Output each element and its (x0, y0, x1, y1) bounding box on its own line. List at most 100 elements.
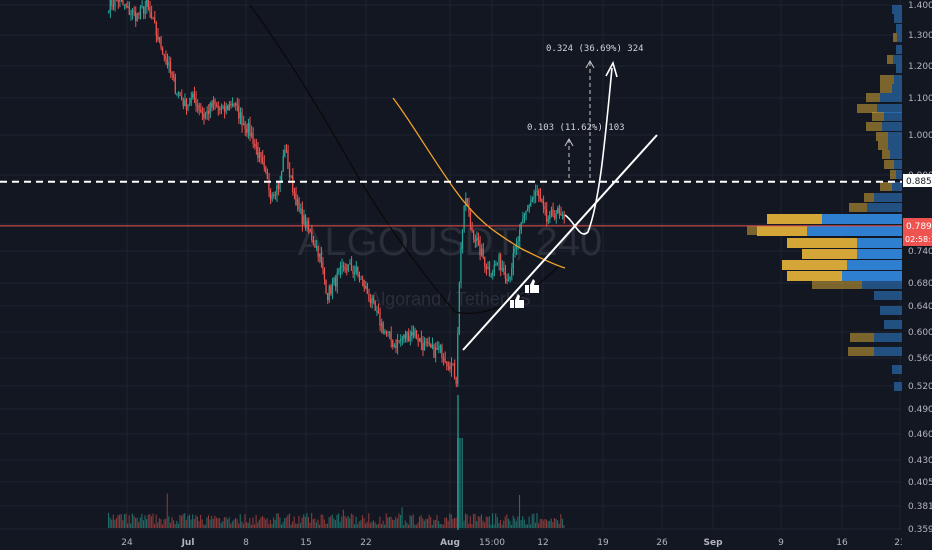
candle-body (174, 77, 176, 94)
volume-bar (269, 519, 271, 528)
candle-body (187, 104, 189, 110)
vp-bar-down (872, 112, 884, 121)
candle-body (207, 110, 210, 114)
volume-bar (193, 519, 195, 528)
candle-body (528, 205, 530, 209)
y-tick-label: 0.520 (908, 382, 932, 392)
candle-body (331, 283, 333, 294)
vp-bar-up (892, 5, 902, 14)
candle-body (155, 23, 157, 36)
candle-body (249, 122, 251, 136)
volume-bar (169, 522, 171, 528)
vp-value-area-up (842, 271, 902, 281)
volume-bar (123, 514, 125, 528)
volume-bar (392, 519, 394, 528)
volume-bar (274, 519, 276, 528)
volume-bar (149, 514, 151, 528)
candle-body (506, 278, 508, 282)
candle-body (268, 178, 270, 191)
volume-bar (184, 513, 186, 528)
candle-body (222, 106, 224, 109)
candle-body (250, 132, 252, 136)
volume-bar (271, 524, 273, 528)
vp-bar-up (862, 280, 902, 289)
vp-bar-down (880, 75, 894, 84)
volume-bar (550, 518, 552, 528)
volume-bar (119, 514, 121, 528)
vp-bar-up (884, 320, 902, 329)
volume-bar (171, 517, 173, 528)
volume-bar (346, 517, 348, 528)
candle-body (445, 361, 448, 364)
candle-body (555, 213, 557, 219)
candle-body (269, 190, 271, 200)
candle-body (498, 254, 500, 264)
volume-bar (206, 517, 208, 528)
vp-bar-up (882, 122, 902, 131)
vp-bar-up (893, 55, 902, 64)
volume-bar (458, 438, 460, 528)
volume-bar (379, 516, 381, 528)
candle-body (111, 0, 113, 7)
candle-body (433, 345, 435, 358)
vp-bar-up (888, 141, 902, 150)
candle-body (330, 286, 332, 294)
candle-body (347, 264, 349, 270)
candle-body (344, 266, 346, 270)
vp-value-area-up (807, 226, 902, 236)
candle-body (533, 196, 535, 200)
candle-body (476, 237, 478, 242)
volume-bar (557, 520, 559, 528)
candle-body (166, 58, 168, 66)
volume-bar (477, 516, 479, 528)
candle-body (539, 195, 541, 199)
volume-bar (166, 493, 168, 528)
candle-body (369, 300, 371, 304)
y-tick-label: 0.640 (908, 302, 932, 312)
candle-body (146, 0, 148, 7)
candle-body (287, 150, 289, 169)
volume-bar (287, 515, 289, 528)
candle-body (201, 111, 203, 114)
candle-body (490, 275, 492, 277)
volume-bar (253, 524, 256, 528)
volume-bar (236, 519, 238, 528)
volume-bar (320, 514, 322, 528)
x-axis[interactable]: 24 Jul 8 15 22 Aug 15:00 12 19 26 Sep 9 16 23 (121, 538, 905, 548)
candle-body (461, 229, 463, 249)
volume-bar (336, 514, 338, 528)
x-tick-label: 24 (121, 538, 133, 548)
volume-bar (518, 494, 521, 528)
candle-body (292, 175, 294, 192)
volume-bar (108, 512, 110, 528)
candle-body (431, 345, 433, 348)
volume-bar (434, 520, 436, 528)
vp-bar-down (893, 33, 897, 42)
candle-body (406, 332, 408, 339)
candle-body (523, 215, 525, 219)
volume-bar (553, 518, 555, 528)
volume-bar (514, 518, 516, 528)
volume-bar (490, 524, 492, 528)
candle-body (158, 37, 160, 40)
volume-bar (323, 519, 325, 528)
volume-bar (417, 522, 419, 528)
volume-bar (353, 524, 356, 528)
y-axis[interactable]: 1.4001.3001.2001.1001.0000.9000.8000.740… (902, 0, 932, 550)
candle-body (460, 248, 462, 283)
volume-bar (223, 517, 225, 528)
volume-bar (185, 519, 187, 528)
candle-body (179, 92, 181, 97)
candle-body (133, 10, 135, 12)
candle-body (198, 105, 200, 110)
level-label-bg (903, 174, 932, 187)
y-tick-label: 0.359 (908, 525, 932, 535)
volume-bar (196, 516, 198, 528)
volume-bar (426, 518, 429, 528)
volume-bar (209, 519, 211, 528)
volume-bar (538, 523, 540, 528)
candle-body (326, 293, 329, 300)
candle-body (200, 109, 202, 112)
